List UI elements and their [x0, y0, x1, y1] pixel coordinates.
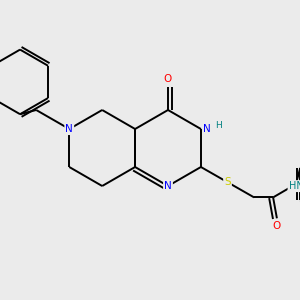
Text: S: S — [224, 177, 231, 187]
Text: O: O — [164, 74, 172, 84]
Text: HN: HN — [289, 181, 300, 191]
Text: N: N — [203, 124, 211, 134]
Text: N: N — [164, 181, 172, 191]
Text: O: O — [273, 221, 281, 231]
Text: N: N — [65, 124, 73, 134]
Text: H: H — [215, 121, 222, 130]
